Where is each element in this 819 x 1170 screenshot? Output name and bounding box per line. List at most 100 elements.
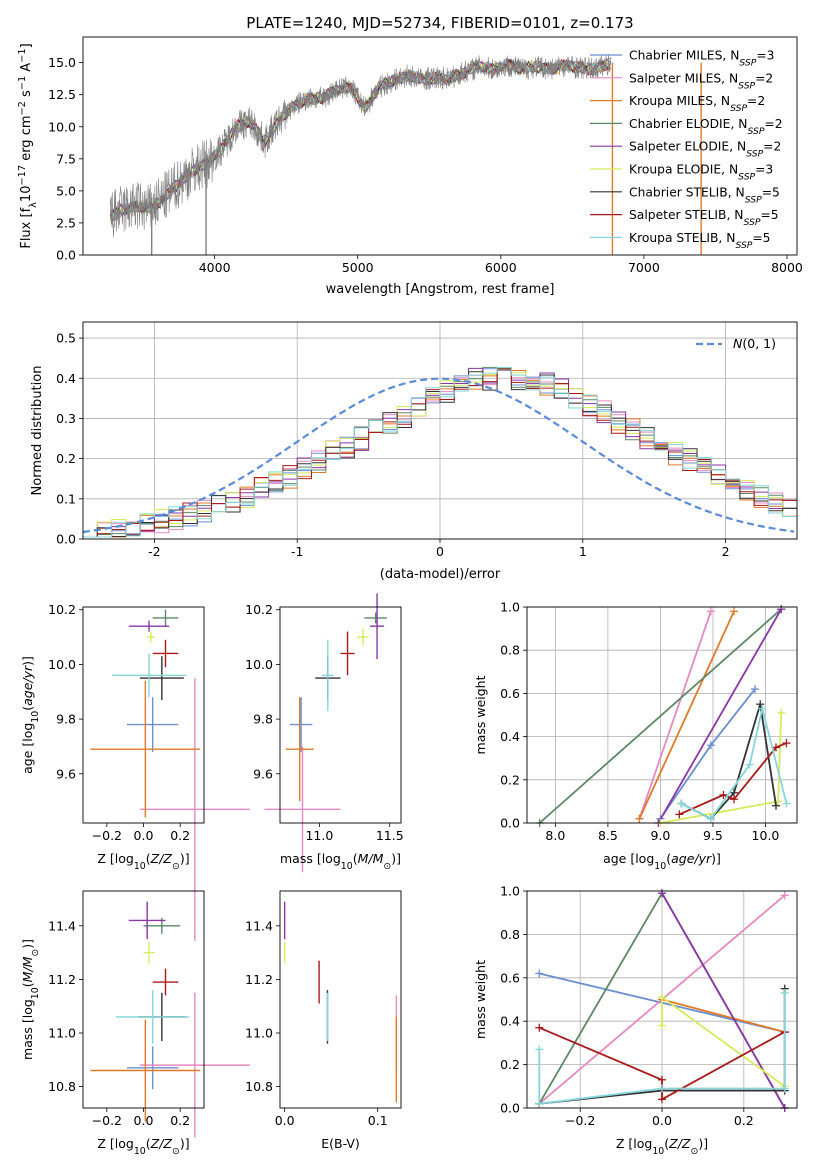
weight-line-chabrier-miles [659,688,756,820]
y-tick-label: 10.2 [48,602,76,617]
residuals-ylabel-group: Normed distribution [30,366,45,496]
weight-vs-Z-plot-area [535,889,789,1112]
spectrum-ylabel-group: Flux [fλ10−17 erg cm−2 s−1 A−1] [17,43,39,248]
legend-label-chabrier-elodie: Chabrier ELODIE, NSSP=2 [629,117,783,136]
y-tick-label: 0.2 [500,1057,520,1072]
y-tick-label: 0.3 [56,411,76,426]
x-tick-label: 8000 [771,260,803,275]
model-line-chabrier-stelib [110,57,611,216]
x-tick-label: 5000 [342,260,374,275]
spectrum-frame [82,36,798,256]
residuals-xlabel: (data-model)/error [380,567,501,582]
mass-vs-Z-frame [82,890,205,1109]
x-tick-label: 8.0 [545,828,565,843]
y-tick-label: 0.4 [500,1014,520,1029]
y-tick-label: 12.5 [48,87,76,102]
y-tick-label: 10.8 [48,1079,76,1094]
weight-vs-age-xlabel: age [log10(age/yr)] [603,851,721,872]
model-line-salpeter-elodie [110,57,612,222]
y-tick-label: 0.5 [56,331,76,346]
age-vs-Z-plot-area [90,609,250,941]
x-tick-label: 6000 [485,260,517,275]
y-tick-label: 0.2 [56,451,76,466]
x-tick-label: 2 [722,544,730,559]
mass-vs-Z-xlabel: Z [log10(Z/Z⊙)] [97,1136,189,1157]
x-tick-label: −0.2 [92,828,122,843]
x-tick-label: 7000 [628,260,660,275]
y-tick-label: 11.4 [48,918,76,933]
x-tick-label: -1 [291,544,303,559]
histogram-kroupa-elodie [83,368,797,538]
spectrum-axes: 4000 5000 6000 7000 8000 0.0 2.5 5.0 7.5 10.0 12.5… [48,55,803,275]
mass-vs-Z-ylabel: mass [log10(M/M⊙)] [20,939,41,1060]
x-tick-label: 0.0 [275,1113,295,1128]
histogram-kroupa-stelib [83,367,797,538]
spectrum-ylabel: Flux [fλ10−17 erg cm−2 s−1 A−1] [17,43,39,248]
weight-line-kroupa-miles [638,610,735,820]
x-tick-label: 9.5 [703,828,723,843]
y-tick-label: 0.0 [56,532,76,547]
weight-line-salpeter-elodie [657,608,782,824]
y-tick-label: 5.0 [56,183,76,198]
x-tick-label: 0.2 [170,828,190,843]
y-tick-label: 9.6 [253,766,273,781]
legend-label-salpeter-stelib: Salpeter STELIB, NSSP=5 [629,208,779,228]
x-tick-label: −0.2 [92,1113,122,1128]
residuals-ylabel: Normed distribution [30,366,45,496]
x-tick-label: 9.0 [650,828,670,843]
age-vs-Z-ylabel: age [log10(age/yr)] [20,656,41,774]
y-tick-label: 2.5 [56,215,76,230]
legend-label-chabrier-miles: Chabrier MILES, NSSP=3 [629,49,774,69]
legend-label-salpeter-elodie: Salpeter ELODIE, NSSP=2 [629,140,781,160]
x-tick-label: 0.0 [134,828,154,843]
y-tick-label: 1.0 [500,884,520,899]
x-tick-label: 4000 [199,260,231,275]
y-tick-label: 10.2 [245,602,273,617]
y-tick-label: 0.1 [56,491,76,506]
model-line-kroupa-elodie [109,59,612,222]
y-tick-label: 0.0 [56,248,76,263]
y-tick-label: 0.6 [500,686,520,701]
legend-label-kroupa-miles: Kroupa MILES, NSSP=2 [629,94,765,114]
model-line-chabrier-elodie [109,57,611,222]
mass-vs-EBV-xlabel: E(B-V) [321,1136,360,1151]
x-tick-label: −0.2 [565,1113,595,1128]
mass-vs-EBV-frame [279,890,402,1109]
observed-spectrum-line [109,54,612,238]
y-tick-label: 15.0 [48,55,76,70]
y-tick-label: 11.0 [48,1025,76,1040]
age-vs-mass-axes: 11.0 11.5 9.6 9.8 10.0 10.2 [245,602,404,843]
weight-line-chabrier-elodie [539,608,782,824]
mass-vs-EBV-plot-area [283,901,398,1103]
weight-line-kroupa-miles [661,998,785,1033]
model-line-salpeter-miles [109,58,612,219]
mass-vs-Z-plot-area [90,901,250,1138]
mass-vs-Z-axes: −0.2 0.0 0.2 10.8 11.0 11.2 11.4 [48,918,190,1128]
x-tick-label: 1 [579,544,587,559]
age-vs-mass-frame [279,606,402,824]
age-vs-Z-frame [82,606,205,824]
legend-label-kroupa-elodie: Kroupa ELODIE, NSSP=3 [629,163,773,183]
spectrum-xlabel: wavelength [Angstrom, rest frame] [326,282,555,297]
y-tick-label: 1.0 [500,600,520,615]
residuals-frame [82,321,798,540]
y-tick-label: 10.0 [48,119,76,134]
weight-vs-age-ylabel: mass weight [473,675,488,754]
age-vs-mass-xlabel: mass [log10(M/M⊙)] [280,851,401,872]
model-line-chabrier-miles [109,58,612,219]
y-tick-label: 10.0 [48,657,76,672]
y-tick-label: 11.2 [48,972,76,987]
y-tick-label: 0.6 [500,970,520,985]
legend-label-chabrier-stelib: Chabrier STELIB, NSSP=5 [629,185,780,205]
x-tick-label: 0.2 [170,1113,190,1128]
age-vs-Z-xlabel: Z [log10(Z/Z⊙)] [97,851,189,872]
mass-vs-EBV-axes: 0.0 0.1 10.8 11.0 11.2 11.4 [245,918,388,1128]
x-tick-label: -2 [148,544,160,559]
spectrum-title: PLATE=1240, MJD=52734, FIBERID=0101, z=0… [246,14,633,32]
y-tick-label: 9.6 [56,766,76,781]
y-tick-label: 11.2 [245,972,273,987]
y-tick-label: 0.4 [56,371,76,386]
residuals-plot-area [82,366,797,538]
legend-label-normal: N(0, 1) [733,336,776,351]
